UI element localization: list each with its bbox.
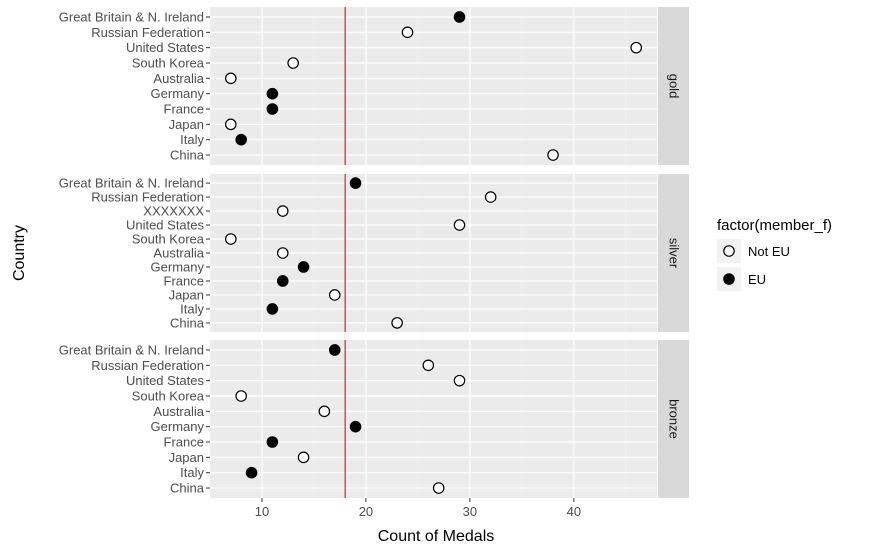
y-tick-label: China xyxy=(170,481,205,496)
data-point xyxy=(224,233,237,245)
data-point xyxy=(547,149,559,161)
data-point xyxy=(349,420,362,433)
data-point xyxy=(484,191,497,203)
data-point xyxy=(235,133,247,146)
data-point xyxy=(453,11,466,23)
facet-strip-label: gold xyxy=(667,74,682,99)
facet-strip xyxy=(658,340,689,498)
facet-strip-label: bronze xyxy=(667,399,682,439)
x-tick-label: 40 xyxy=(567,504,581,519)
y-tick-label: China xyxy=(170,148,205,163)
legend-label: EU xyxy=(748,272,766,287)
data-point xyxy=(328,289,341,301)
data-point xyxy=(276,275,289,287)
legend-marker xyxy=(723,245,735,257)
data-point xyxy=(422,359,435,372)
y-tick-label: Germany xyxy=(151,419,205,434)
data-point xyxy=(287,57,299,69)
data-point xyxy=(297,261,310,273)
data-point xyxy=(349,177,362,189)
data-point xyxy=(235,390,247,402)
y-tick-label: South Korea xyxy=(132,232,205,247)
y-tick-label: Japan xyxy=(169,450,204,465)
y-tick-label: Great Britain & N. Ireland xyxy=(59,9,204,24)
y-tick-label: Japan xyxy=(169,117,204,132)
x-tick-label: 30 xyxy=(463,504,477,519)
y-tick-label: France xyxy=(164,435,204,450)
legend-marker xyxy=(723,273,735,285)
y-tick-label: Italy xyxy=(180,132,204,147)
data-point xyxy=(266,303,279,315)
data-point xyxy=(245,466,258,479)
y-tick-label: XXXXXXX xyxy=(143,204,204,219)
facet-strip xyxy=(658,7,689,165)
x-axis: 10 20 30 40 xyxy=(255,498,581,519)
data-point xyxy=(224,118,237,131)
panel-background xyxy=(210,7,657,165)
data-point xyxy=(266,436,279,448)
data-point xyxy=(453,219,466,231)
legend-label: Not EU xyxy=(748,244,790,259)
data-point xyxy=(391,317,403,329)
y-tick-label: France xyxy=(164,273,204,288)
y-tick-label: Russian Federation xyxy=(91,358,204,373)
data-point xyxy=(318,405,331,418)
y-tick-label: United States xyxy=(126,218,205,233)
x-tick-label: 20 xyxy=(359,504,373,519)
y-tick-label: South Korea xyxy=(132,388,205,403)
legend-title: factor(member_f) xyxy=(717,217,832,234)
y-tick-label: Italy xyxy=(180,301,204,316)
y-tick-label: Russian Federation xyxy=(91,190,204,205)
x-axis-title: Count of Medals xyxy=(378,528,495,545)
y-tick-label: Russian Federation xyxy=(91,25,204,40)
y-tick-label: Japan xyxy=(169,287,204,302)
data-point xyxy=(266,103,279,115)
y-tick-label: Germany xyxy=(151,86,205,101)
data-point xyxy=(224,72,237,85)
y-tick-label: China xyxy=(170,315,205,330)
y-tick-label: Australia xyxy=(153,71,204,86)
y-tick-label: Germany xyxy=(151,259,205,274)
data-point xyxy=(276,205,289,217)
data-point xyxy=(630,41,643,54)
y-tick-label: United States xyxy=(126,40,205,55)
y-tick-label: Italy xyxy=(180,465,204,480)
y-tick-label: Australia xyxy=(153,404,204,419)
y-tick-label: Great Britain & N. Ireland xyxy=(59,176,204,191)
data-point xyxy=(401,26,414,39)
x-tick-label: 10 xyxy=(255,504,269,519)
data-point xyxy=(276,247,289,259)
y-tick-label: France xyxy=(164,102,204,117)
facet-strip xyxy=(658,174,689,332)
y-axis-title: Country xyxy=(11,225,28,281)
facet-strip-label: silver xyxy=(667,238,682,269)
data-point xyxy=(297,451,310,464)
data-point xyxy=(328,344,341,356)
data-point xyxy=(432,482,445,494)
y-tick-label: Australia xyxy=(153,246,204,261)
legend: Not EU EU xyxy=(717,239,790,291)
data-point xyxy=(453,374,466,387)
y-tick-label: United States xyxy=(126,373,205,388)
y-tick-label: Great Britain & N. Ireland xyxy=(59,342,204,357)
y-tick-label: South Korea xyxy=(132,55,205,70)
data-point xyxy=(266,87,279,100)
